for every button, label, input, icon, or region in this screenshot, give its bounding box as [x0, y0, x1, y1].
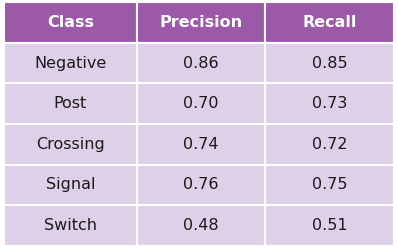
Bar — [4, 84, 137, 124]
Text: Switch: Switch — [44, 218, 97, 233]
Bar — [265, 205, 394, 246]
Bar — [4, 124, 137, 164]
Text: Negative: Negative — [34, 56, 106, 71]
Text: 0.76: 0.76 — [183, 177, 219, 192]
Text: Post: Post — [54, 96, 87, 111]
Text: 0.70: 0.70 — [183, 96, 219, 111]
Bar — [4, 205, 137, 246]
Text: 0.74: 0.74 — [183, 137, 219, 152]
Bar — [265, 2, 394, 43]
Bar — [137, 43, 265, 84]
Text: Class: Class — [47, 15, 94, 30]
Bar — [265, 124, 394, 164]
Text: 0.51: 0.51 — [312, 218, 347, 233]
Text: Recall: Recall — [302, 15, 357, 30]
Bar — [137, 205, 265, 246]
Bar — [137, 124, 265, 164]
Bar — [265, 84, 394, 124]
Text: 0.72: 0.72 — [312, 137, 347, 152]
Text: 0.48: 0.48 — [183, 218, 219, 233]
Bar — [4, 164, 137, 205]
Text: 0.85: 0.85 — [312, 56, 347, 71]
Bar — [4, 2, 137, 43]
Bar — [265, 164, 394, 205]
Text: Signal: Signal — [45, 177, 95, 192]
Bar — [137, 2, 265, 43]
Text: 0.75: 0.75 — [312, 177, 347, 192]
Bar — [137, 164, 265, 205]
Text: 0.73: 0.73 — [312, 96, 347, 111]
Bar — [4, 43, 137, 84]
Bar — [265, 43, 394, 84]
Bar — [137, 84, 265, 124]
Text: 0.86: 0.86 — [183, 56, 219, 71]
Text: Crossing: Crossing — [36, 137, 105, 152]
Text: Precision: Precision — [159, 15, 242, 30]
